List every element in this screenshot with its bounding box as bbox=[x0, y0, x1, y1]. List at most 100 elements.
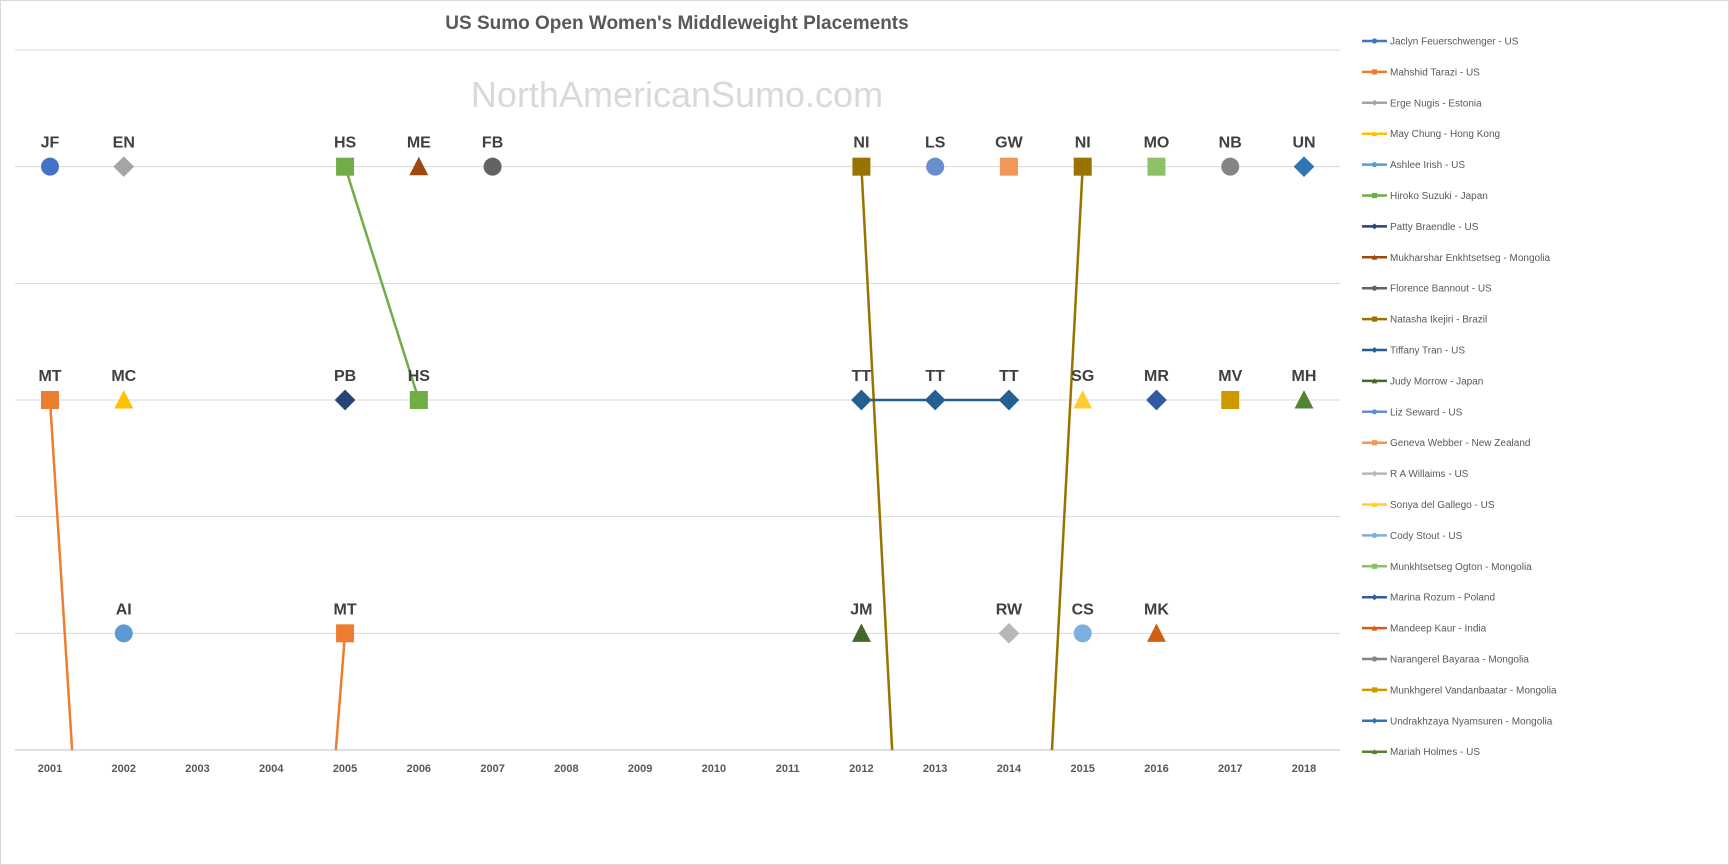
legend: Jaclyn Feuerschwenger - US Mahshid Tarazi… bbox=[1362, 37, 1557, 758]
data-point bbox=[851, 389, 872, 411]
legend-marker bbox=[1371, 130, 1378, 137]
legend-marker bbox=[1371, 223, 1378, 230]
legend-marker bbox=[1371, 316, 1378, 322]
legend-item: Natasha Ikejiri - Brazil bbox=[1362, 315, 1487, 326]
x-tick-label: 2005 bbox=[333, 763, 357, 775]
data-point bbox=[998, 622, 1020, 644]
data-label: GW bbox=[995, 135, 1023, 152]
data-label: MC bbox=[111, 368, 136, 385]
legend-label: Cody Stout - US bbox=[1390, 531, 1463, 542]
data-point bbox=[851, 623, 871, 642]
legend-label: R A Willaims - US bbox=[1390, 469, 1469, 480]
data-point bbox=[1294, 390, 1314, 409]
legend-marker bbox=[1371, 687, 1378, 693]
data-point bbox=[852, 157, 871, 176]
x-tick-label: 2004 bbox=[259, 763, 284, 775]
legend-label: Patty Braendle - US bbox=[1390, 222, 1479, 233]
legend-marker bbox=[1371, 748, 1378, 755]
data-point bbox=[998, 389, 1020, 411]
data-label: JM bbox=[850, 601, 872, 618]
legend-item: Munkhtsetseg Ogton - Mongolia bbox=[1362, 562, 1532, 573]
gridlines bbox=[15, 49, 1340, 751]
data-points: JF MT MT EN MC AI HS HS PB ME FB NI NI TT TT TT JM LS GW RW… bbox=[38, 135, 1316, 644]
legend-label: Geneva Webber - New Zealand bbox=[1390, 438, 1530, 449]
legend-item: Mariah Holmes - US bbox=[1362, 747, 1480, 758]
legend-label: Erge Nugis - Estonia bbox=[1390, 98, 1482, 109]
series-line bbox=[1050, 166, 1084, 751]
legend-label: Munkhgerel Vandanbaatar - Mongolia bbox=[1390, 685, 1557, 696]
legend-label: Mandeep Kaur - India bbox=[1390, 624, 1487, 635]
legend-item: Undrakhzaya Nyamsuren - Mongolia bbox=[1362, 716, 1553, 727]
data-label: SG bbox=[1071, 368, 1094, 385]
legend-item: Hiroko Suzuki - Japan bbox=[1362, 191, 1488, 202]
data-point bbox=[336, 157, 355, 176]
legend-label: Ashlee Irish - US bbox=[1390, 160, 1465, 171]
series-line bbox=[334, 633, 347, 751]
data-label: MR bbox=[1144, 368, 1169, 385]
legend-item: Marina Rozum - Poland bbox=[1362, 593, 1495, 604]
data-label: TT bbox=[925, 368, 945, 385]
legend-item: Ashlee Irish - US bbox=[1362, 160, 1465, 171]
x-tick-label: 2013 bbox=[923, 763, 947, 775]
legend-label: Judy Morrow - Japan bbox=[1390, 376, 1483, 387]
legend-item: Liz Seward - US bbox=[1362, 407, 1463, 418]
legend-item: Mandeep Kaur - India bbox=[1362, 624, 1487, 635]
legend-item: Munkhgerel Vandanbaatar - Mongolia bbox=[1362, 685, 1557, 696]
series-line bbox=[343, 166, 421, 401]
data-point bbox=[113, 156, 135, 178]
data-point bbox=[1073, 624, 1092, 643]
legend-marker bbox=[1371, 717, 1378, 724]
x-tick-label: 2002 bbox=[112, 763, 136, 775]
legend-label: Marina Rozum - Poland bbox=[1390, 593, 1495, 604]
data-point bbox=[114, 624, 133, 643]
legend-marker bbox=[1371, 99, 1378, 106]
data-label: FB bbox=[482, 135, 503, 152]
legend-label: Mukharshar Enkhtsetseg - Mongolia bbox=[1390, 253, 1551, 264]
chart-title: US Sumo Open Women's Middleweight Placem… bbox=[445, 13, 908, 34]
legend-marker bbox=[1371, 501, 1378, 507]
data-label: MV bbox=[1218, 368, 1242, 385]
x-tick-label: 2001 bbox=[38, 763, 62, 775]
legend-item: Erge Nugis - Estonia bbox=[1362, 98, 1482, 109]
legend-label: Tiffany Tran - US bbox=[1390, 346, 1465, 357]
x-tick-label: 2010 bbox=[702, 763, 726, 775]
legend-label: Natasha Ikejiri - Brazil bbox=[1390, 315, 1487, 326]
legend-marker bbox=[1371, 409, 1378, 415]
data-label: PB bbox=[334, 368, 356, 385]
legend-marker bbox=[1371, 347, 1378, 353]
legend-label: Undrakhzaya Nyamsuren - Mongolia bbox=[1390, 716, 1553, 727]
data-point bbox=[334, 389, 356, 411]
data-label: UN bbox=[1292, 135, 1315, 152]
legend-marker bbox=[1371, 563, 1378, 569]
legend-label: Sonya del Gallego - US bbox=[1390, 500, 1495, 511]
legend-label: May Chung - Hong Kong bbox=[1390, 129, 1500, 140]
legend-item: Judy Morrow - Japan bbox=[1362, 376, 1483, 387]
legend-label: Hiroko Suzuki - Japan bbox=[1390, 191, 1488, 202]
legend-label: Narangerel Bayaraa - Mongolia bbox=[1390, 655, 1529, 666]
legend-label: Liz Seward - US bbox=[1390, 407, 1463, 418]
legend-item: Mahshid Tarazi - US bbox=[1362, 67, 1480, 78]
data-point bbox=[41, 157, 59, 176]
data-point bbox=[924, 389, 946, 411]
legend-label: Mahshid Tarazi - US bbox=[1390, 67, 1480, 78]
watermark: NorthAmericanSumo.com bbox=[471, 74, 883, 115]
data-point bbox=[409, 156, 429, 176]
legend-item: Sonya del Gallego - US bbox=[1362, 500, 1495, 511]
data-point bbox=[999, 157, 1018, 176]
data-label: NI bbox=[1075, 135, 1091, 152]
data-point bbox=[1146, 389, 1167, 411]
data-label: LS bbox=[925, 135, 946, 152]
data-label: HS bbox=[408, 368, 431, 385]
legend-marker bbox=[1371, 532, 1378, 539]
data-label: HS bbox=[334, 135, 357, 152]
x-tick-label: 2018 bbox=[1292, 763, 1316, 775]
data-point bbox=[1221, 391, 1240, 409]
legend-item: May Chung - Hong Kong bbox=[1362, 129, 1500, 140]
x-tick-label: 2008 bbox=[554, 763, 578, 775]
legend-marker bbox=[1371, 38, 1378, 44]
data-label: RW bbox=[996, 601, 1023, 618]
legend-item: Tiffany Tran - US bbox=[1362, 346, 1465, 357]
legend-label: Jaclyn Feuerschwenger - US bbox=[1390, 37, 1519, 48]
legend-marker bbox=[1371, 656, 1378, 662]
